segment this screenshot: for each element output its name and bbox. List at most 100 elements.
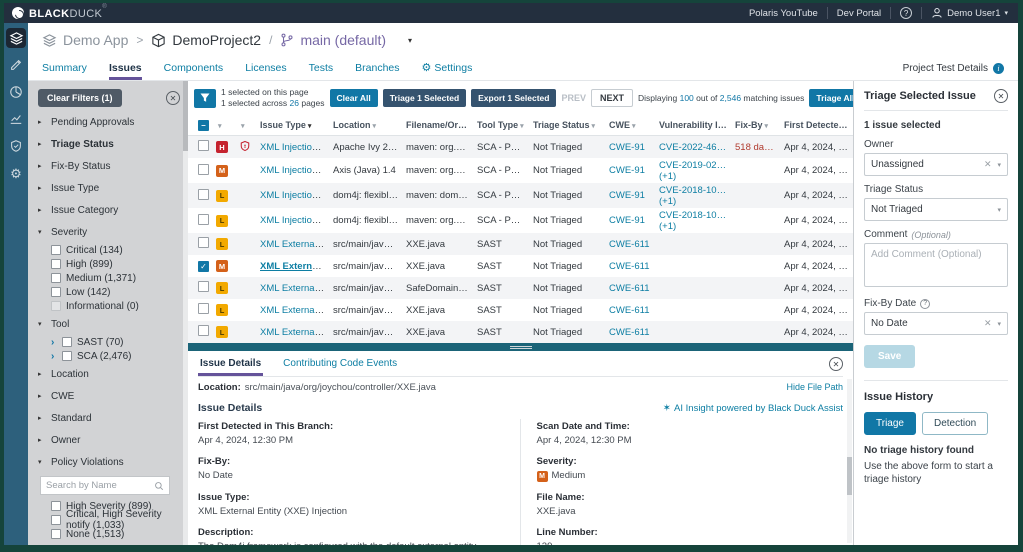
filter-section-policy-violations[interactable]: ▾ Policy Violations [38,456,124,468]
severity-filter-item[interactable]: Informational (0) [51,299,188,313]
clear-value-icon[interactable]: ✕ [983,318,992,328]
issue-type-link[interactable]: XML External Entit... [260,238,329,250]
table-row[interactable]: M XML Injection (ak... Axis (Java) 1.4 m… [188,158,853,183]
filter-section-severity[interactable]: ▾ Severity [38,226,88,238]
column-header-filename[interactable]: Filename/Origin ... [406,120,473,130]
row-checkbox[interactable] [198,325,209,336]
nav-gear-icon[interactable]: ⚙ [10,165,22,181]
hide-file-path-link[interactable]: Hide File Path [786,382,843,392]
detail-panel-close-icon[interactable]: ✕ [829,357,843,371]
filter-section-tool[interactable]: ▾ Tool [38,318,70,330]
detail-scrollbar[interactable] [847,379,852,543]
table-row[interactable]: L XML External Entit... src/main/java/or… [188,299,853,321]
table-row[interactable]: L XML External Entit... src/main/java/or… [188,321,853,343]
help-question-icon[interactable]: ? [920,298,931,309]
policy-filter-item[interactable]: None (1,513) [51,527,188,541]
column-header-fix-by[interactable]: Fix-By ▾ [735,120,769,130]
checkbox[interactable] [51,245,61,255]
policy-search-input[interactable] [46,480,154,491]
cwe-link[interactable]: CWE-91 [609,190,645,201]
cwe-link[interactable]: CWE-611 [609,238,650,250]
clear-all-button[interactable]: Clear All [329,89,378,107]
history-tab-button[interactable]: Triage [864,412,916,435]
triage-selected-button[interactable]: Triage 1 Selected [382,89,467,107]
nav-trend-chart-icon[interactable] [6,109,26,129]
column-header-tool-type[interactable]: Tool Type ▾ [477,120,524,130]
checkbox[interactable] [51,273,61,283]
table-row[interactable]: L XML Injection (ak... dom4j: flexible X… [188,183,853,208]
issue-type-link[interactable]: XML External Entit... [260,326,329,338]
checkbox[interactable] [51,515,61,525]
vulnerability-extra-link[interactable]: (+1) [659,195,677,207]
project-tab[interactable]: ⚙ Components [164,61,224,80]
project-tab[interactable]: ⚙ Tests [309,61,334,80]
project-tab[interactable]: ⚙ Licenses [245,61,286,80]
cwe-link[interactable]: CWE-611 [609,282,650,294]
filter-panel-close-icon[interactable]: ✕ [166,91,180,105]
detail-tab[interactable]: Issue Details [198,358,264,376]
help-icon[interactable]: ? [900,7,913,19]
column-header-first-detected[interactable]: First Detected ▾ [784,120,850,130]
severity-filter-item[interactable]: Medium (1,371) [51,271,188,285]
vulnerability-extra-link[interactable]: (+1) [659,170,677,182]
save-button[interactable]: Save [864,345,916,368]
vulnerability-id-link[interactable]: CVE-2022-46751 [659,141,727,153]
nav-shield-check-icon[interactable] [6,136,26,156]
triage-panel-close-icon[interactable]: ✕ [994,89,1008,103]
filter-scrollbar[interactable] [183,81,188,545]
issue-type-link[interactable]: XML Injection (ak... [260,141,329,153]
triage-status-select[interactable]: Not Triaged ▾ [864,198,1008,221]
user-menu[interactable]: Demo User1 ▾ [931,7,1008,19]
checkbox[interactable] [62,351,72,361]
breadcrumb-app[interactable]: Demo App [42,32,128,48]
nav-portfolio-layers-icon[interactable] [6,28,26,48]
severity-filter-item[interactable]: High (899) [51,257,188,271]
row-checkbox[interactable] [198,260,209,272]
column-header-triage-status[interactable]: Triage Status ▾ [533,120,596,130]
link-polaris-youtube[interactable]: Polaris YouTube [748,7,818,19]
table-row[interactable]: L XML External Entit... src/main/java/or… [188,233,853,255]
policy-column-header[interactable]: ▾ [241,123,245,130]
issue-type-link[interactable]: XML Injection (ak... [260,215,329,226]
vulnerability-extra-link[interactable]: (+1) [659,220,677,232]
detail-tab[interactable]: Contributing Code Events [283,358,398,369]
issue-type-link[interactable]: XML Injection (ak... [260,190,329,201]
clear-value-icon[interactable]: ✕ [983,159,992,169]
row-checkbox[interactable] [198,163,209,175]
table-row[interactable]: L XML External Entit... src/main/java/or… [188,277,853,299]
fixby-date-select[interactable]: No Date ✕ ▾ [864,312,1008,335]
ai-insight-link[interactable]: ✶ AI Insight powered by Black Duck Assis… [662,402,843,414]
policy-filter-item[interactable]: High Severity (899) [51,499,188,513]
severity-filter-item[interactable]: Low (142) [51,285,188,299]
filter-section-issue-type[interactable]: ▸ Issue Type [38,182,100,194]
filter-section-owner[interactable]: ▸ Owner [38,434,81,446]
vulnerability-id-link[interactable]: CVE-2019-0227 [659,159,727,171]
project-tab[interactable]: ⚙ Branches [355,61,399,80]
checkbox[interactable] [51,301,61,311]
severity-filter-item[interactable]: Critical (134) [51,243,188,257]
cwe-link[interactable]: CWE-611 [609,326,650,338]
row-checkbox[interactable] [198,281,209,292]
filter-section-standard[interactable]: ▸ Standard [38,412,92,424]
branch-selector-caret-icon[interactable]: ▾ [408,35,413,45]
filter-section-location[interactable]: ▸ Location [38,368,89,380]
cwe-link[interactable]: CWE-91 [609,141,645,153]
checkbox[interactable] [51,529,61,539]
checkbox[interactable] [51,259,61,269]
row-checkbox[interactable] [198,140,209,151]
table-row[interactable]: H XML Injection (ak... Apache Ivy 2.4.0 … [188,136,853,158]
comment-textarea[interactable] [864,243,1008,287]
filter-section-triage-status[interactable]: ▸ Triage Status [38,138,114,150]
row-checkbox[interactable] [198,303,209,314]
issue-type-link[interactable]: XML Injection (ak... [260,165,329,176]
breadcrumb-branch[interactable]: main (default) [280,32,386,48]
expander-chevron-icon[interactable]: › [51,336,55,348]
column-header-location[interactable]: Location ▾ [333,120,377,130]
checkbox[interactable] [51,287,61,297]
table-row[interactable]: L XML Injection (ak... dom4j: flexible X… [188,208,853,233]
project-tab[interactable]: ⚙ Issues [108,61,142,80]
table-row[interactable]: M XML External En... src/main/java/org..… [188,255,853,277]
project-tab[interactable]: ⚙ Summary [42,61,87,80]
checkbox[interactable] [62,337,72,347]
tool-filter-item[interactable]: › SAST (70) [51,335,188,349]
